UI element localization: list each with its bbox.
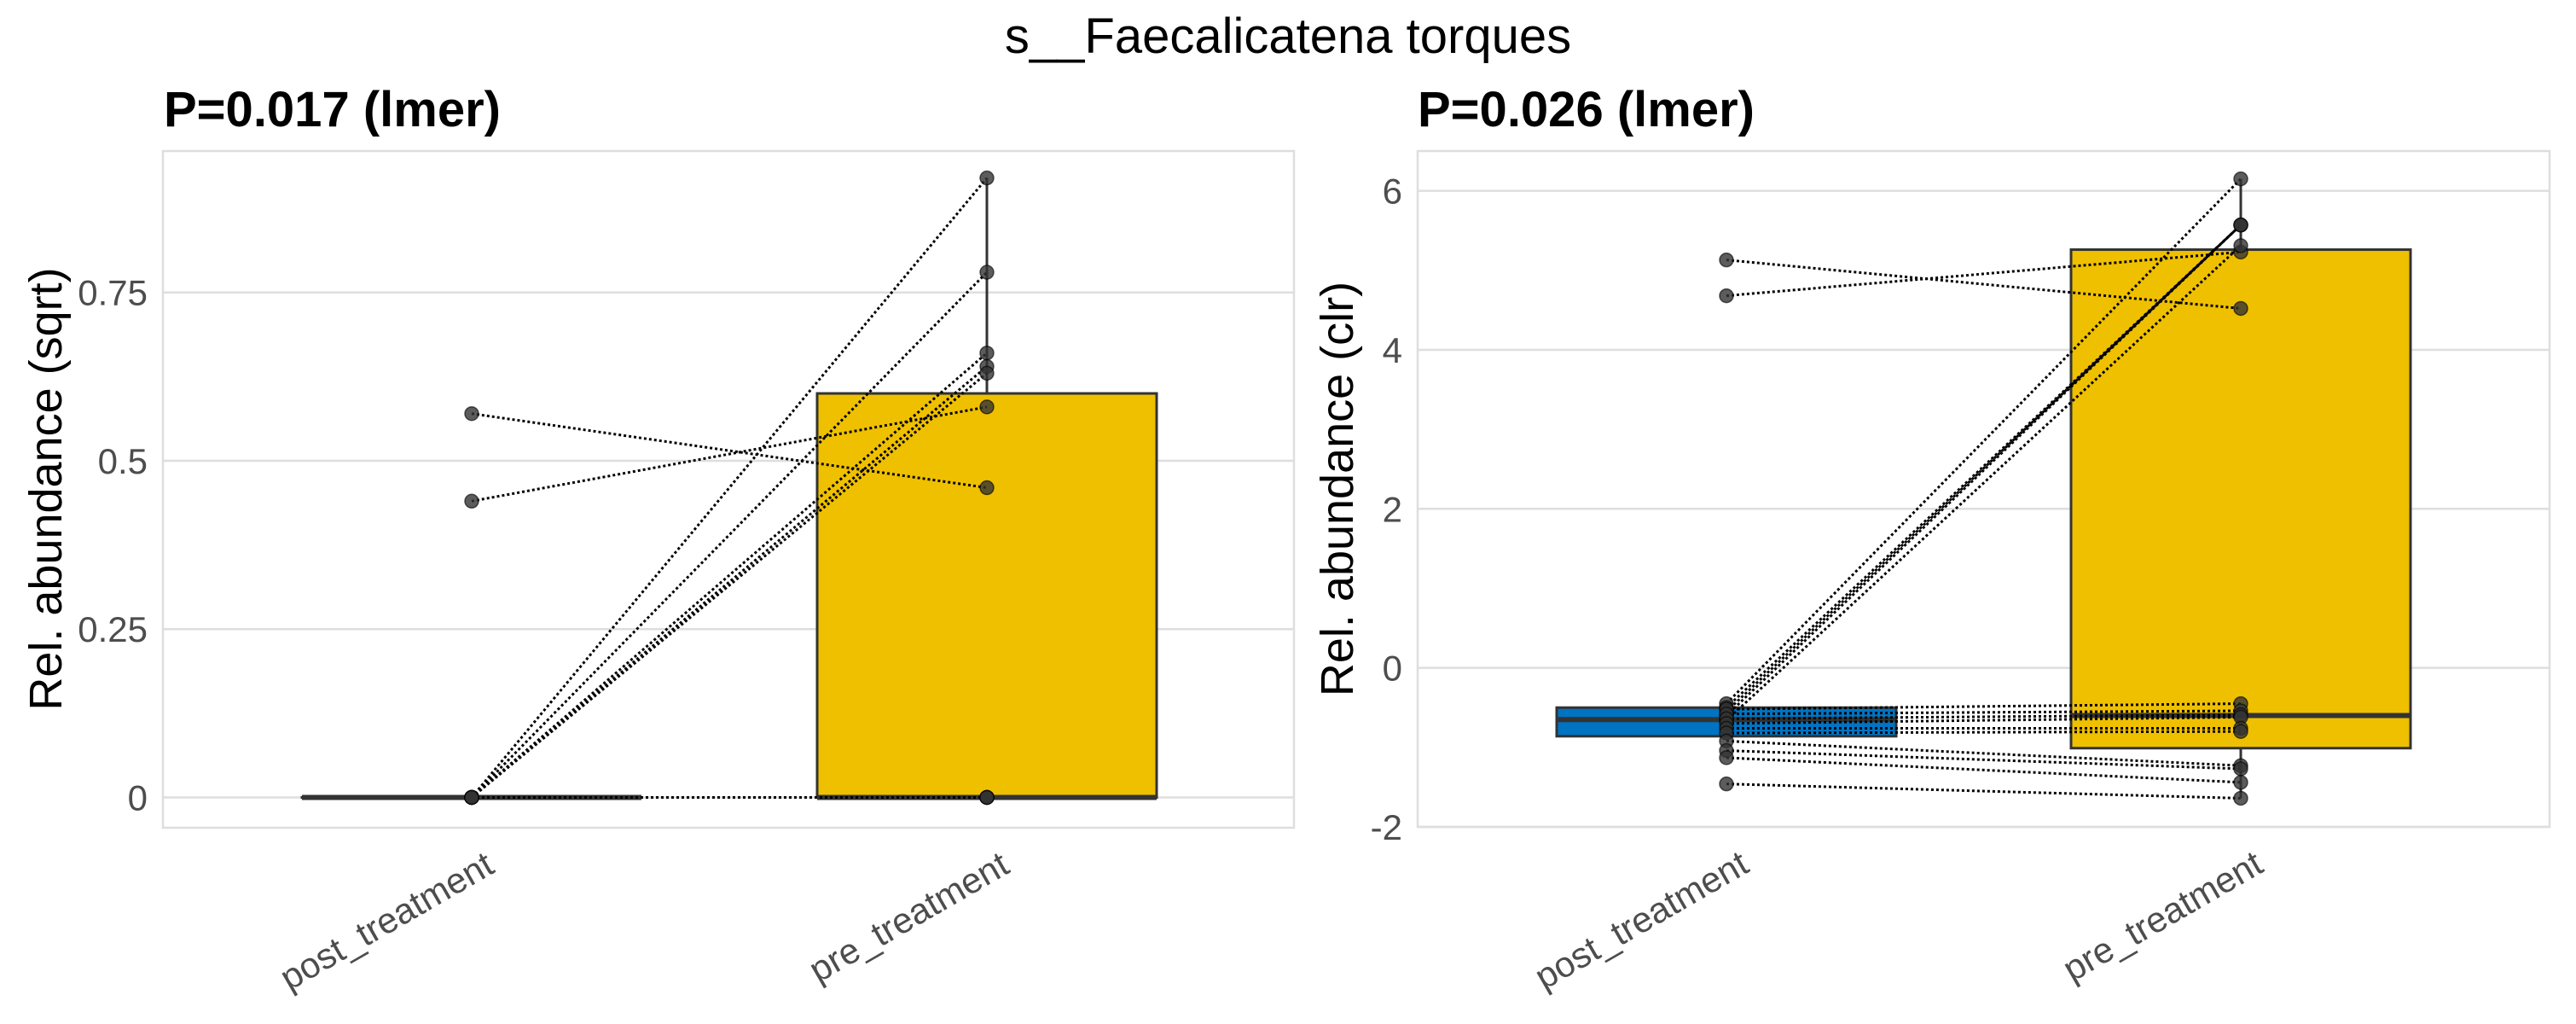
y-tick-label: 0.25 [78,609,148,649]
pair-line [1726,730,2242,735]
pair-line [1726,713,2242,720]
pair-line [1725,244,2242,722]
point-post [1719,750,1734,765]
y-axis-label: Rel. abundance (clr) [1312,282,1363,696]
panel-clr: P=0.026 (lmer) Rel. abundance (clr) -2 0 2… [1312,82,2551,997]
x-axis-tick-labels: post_treatment pre_treatment [273,843,1015,998]
y-tick-label: -2 [1371,807,1402,847]
pair-line [1726,702,2242,711]
y-axis-label: Rel. abundance (sqrt) [20,267,72,710]
x-tick-label: pre_treatment [802,843,1015,990]
point-post [1719,252,1734,268]
panel-border [161,149,1296,829]
x-tick-label: pre_treatment [2056,842,2269,989]
point-pre [979,265,995,280]
point-pre [2233,724,2248,739]
pair-line [1726,783,2242,800]
pair-line [1726,259,2242,310]
pair-line [470,177,989,799]
point-post [464,789,479,806]
point-post [1719,776,1734,792]
pair-line [471,405,988,503]
point-pre [979,170,995,186]
point-pre [2233,171,2248,187]
y-tick-label: 6 [1383,172,1402,212]
panel-title: P=0.017 (lmer) [164,82,501,137]
pair-line [1726,709,2242,716]
box-pre_treatment [2069,248,2412,750]
y-tick-label: 0 [128,777,148,817]
pair-line [1726,739,2242,767]
point-pre [2233,238,2248,253]
x-tick-label: post_treatment [273,843,500,998]
pair-line [1725,224,2242,713]
plot-marks [300,170,1158,806]
point-pre [979,399,995,415]
y-tick-label: 4 [1383,330,1402,370]
pair-line [471,365,988,799]
point-pre [979,365,995,381]
point-pre [2233,300,2248,317]
panel-title: P=0.026 (lmer) [1418,82,1755,137]
plot-marks [1555,171,2412,806]
pair-line [1725,224,2242,717]
point-pre [979,480,995,496]
y-tick-label: 2 [1383,489,1402,529]
pair-line [471,352,988,799]
point-pre [979,789,995,806]
point-pre [2233,775,2248,790]
pair-line [1726,715,2242,725]
y-axis-ticks: -2 0 2 4 6 [1371,172,1402,847]
point-pre [2233,217,2248,233]
pair-line [1726,756,2242,784]
point-pre [2233,790,2248,806]
y-tick-label: 0.75 [78,273,148,313]
panel-sqrt: P=0.017 (lmer) Rel. abundance (sqrt) 0 0.… [20,82,1296,998]
point-pre [2233,761,2248,777]
pair-line [471,372,988,799]
point-post [464,405,479,422]
pair-line [1726,250,2242,298]
y-tick-label: 0 [1383,649,1402,689]
point-post [464,493,479,509]
y-tick-label: 0.5 [98,441,148,481]
pair-line [1726,749,2242,771]
x-tick-label: post_treatment [1528,842,1755,997]
point-post [1719,288,1734,304]
x-axis-tick-labels: post_treatment pre_treatment [1528,842,2269,997]
main-title: s__Faecalicatena torques [1005,9,1571,64]
y-axis-ticks: 0 0.25 0.5 0.75 [78,273,148,818]
point-pre [979,345,995,361]
